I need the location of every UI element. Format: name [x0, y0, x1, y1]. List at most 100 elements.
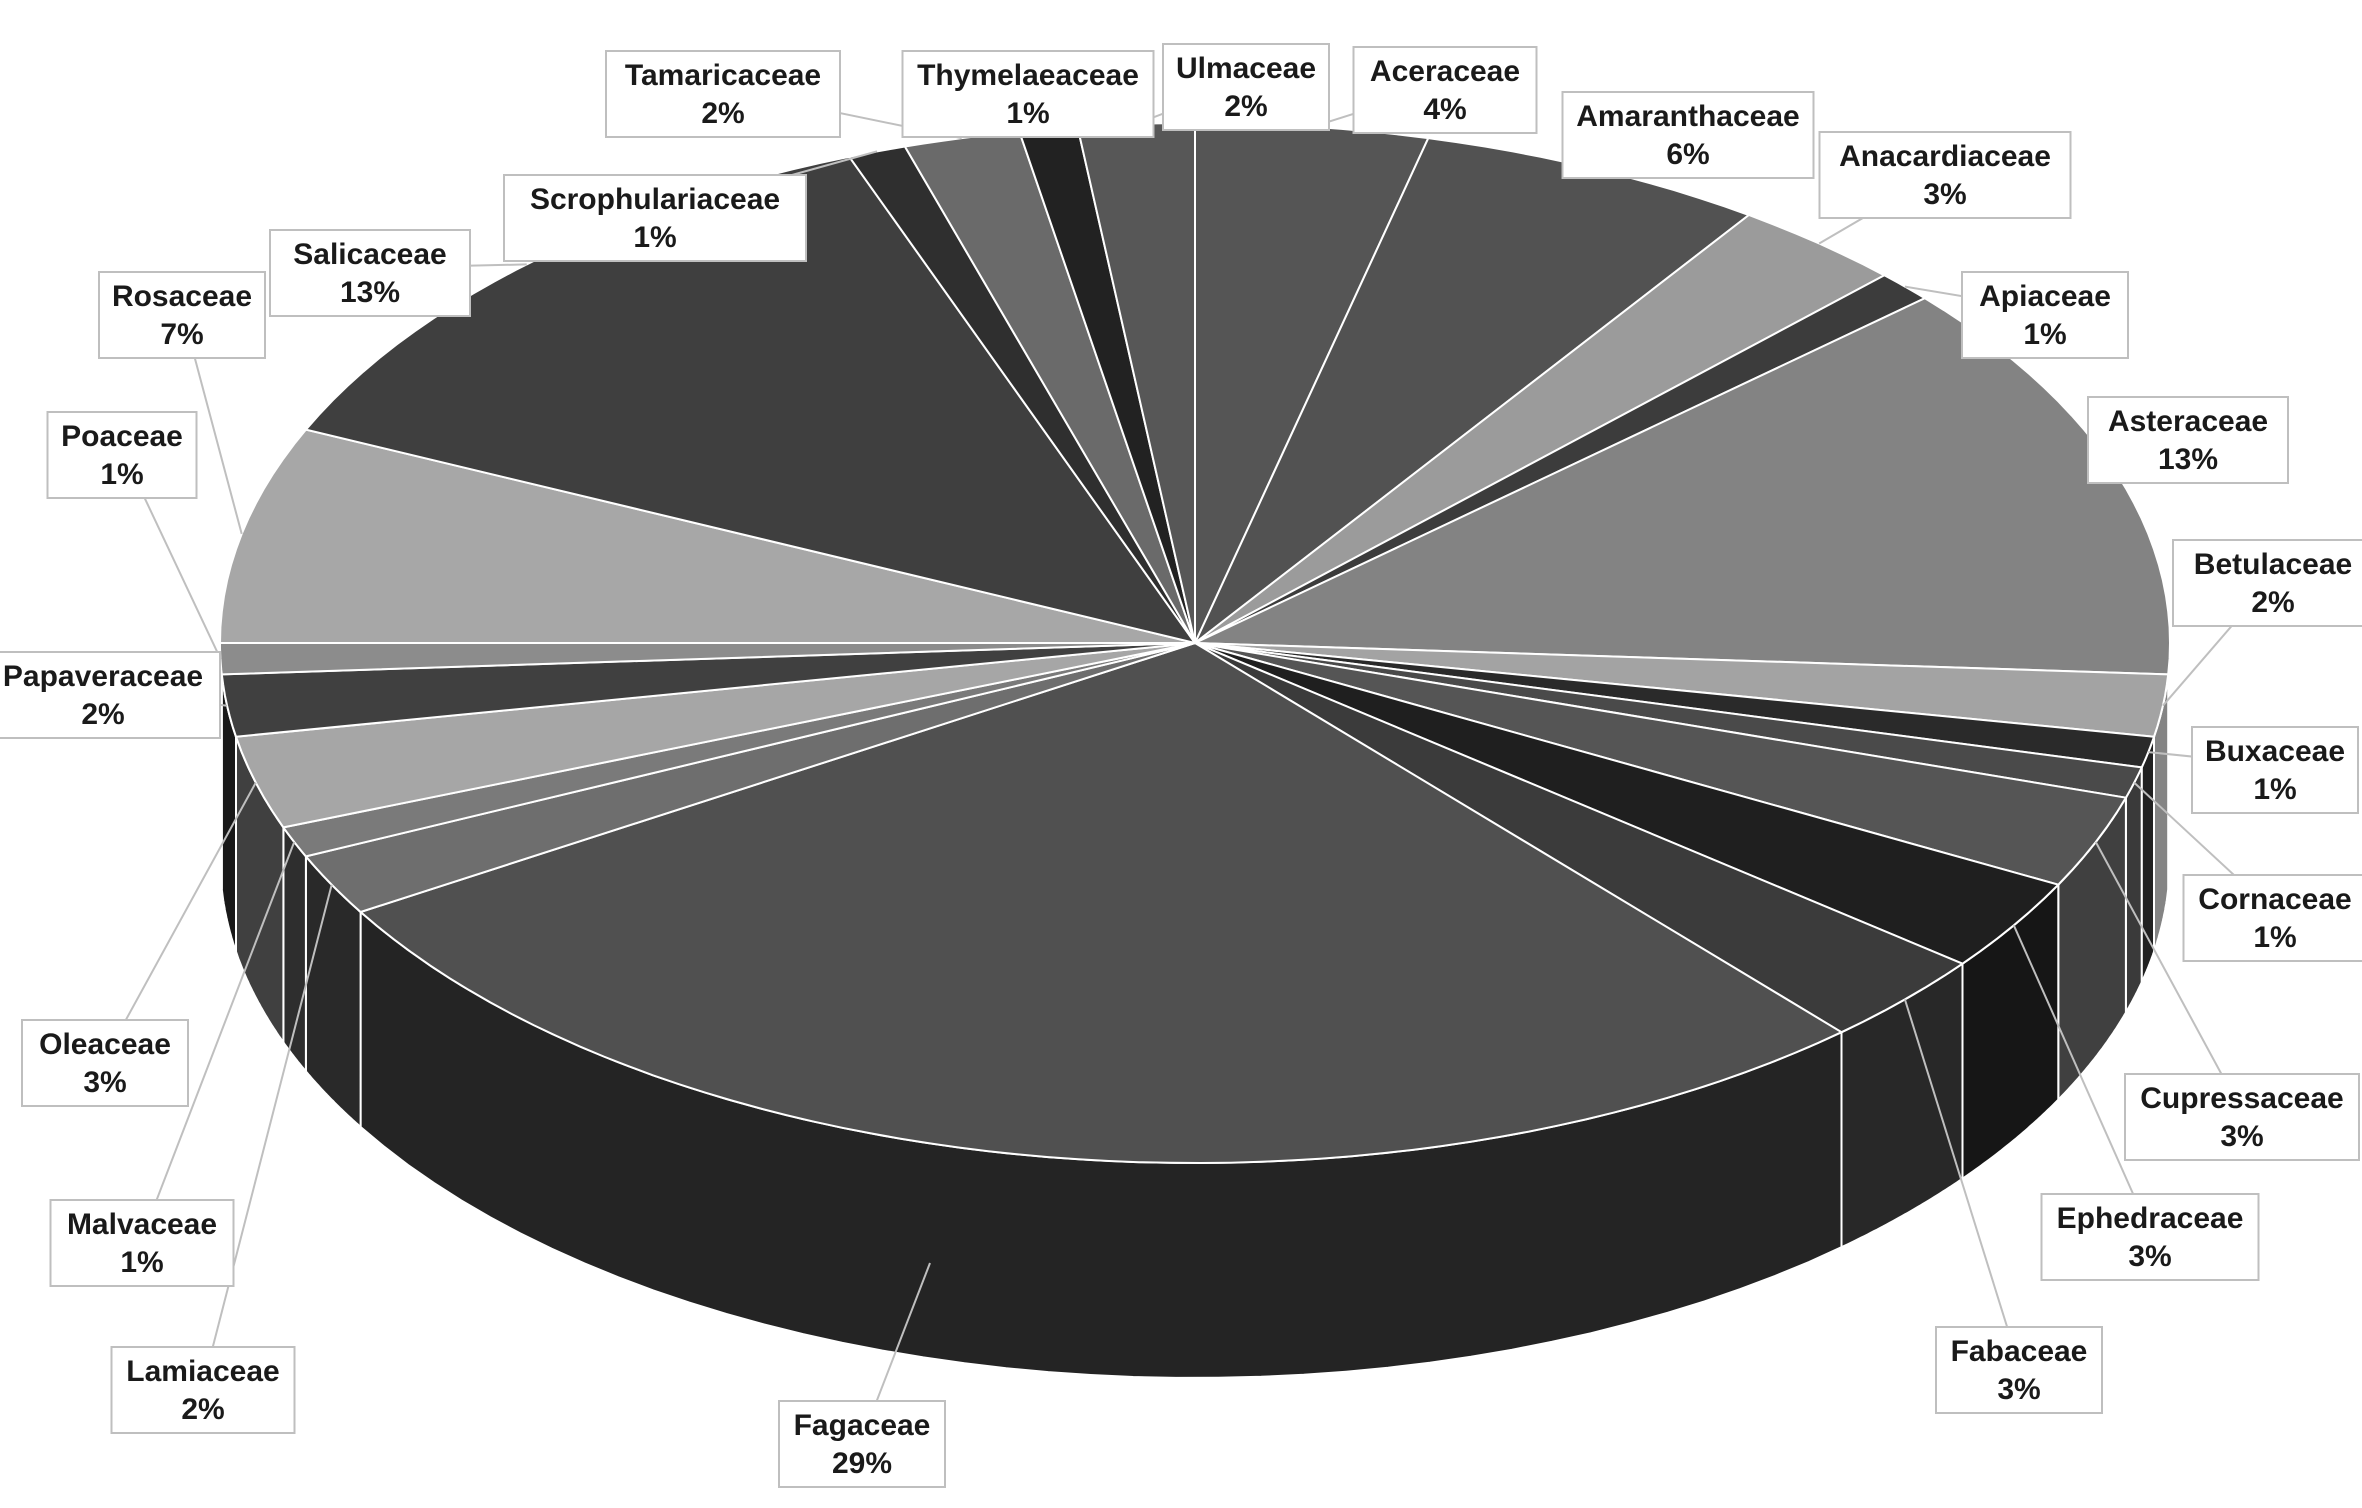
slice-label-fabaceae: Fabaceae 3%: [1935, 1326, 2103, 1414]
pie-slice-fagaceae: [358, 641, 1844, 1165]
slice-label-box: [0, 651, 221, 739]
slice-label-name: Poaceae: [61, 420, 183, 453]
slice-label-percent: 3%: [83, 1066, 126, 1099]
slice-label-percent: 1%: [2253, 773, 2296, 806]
slice-label-percent: 6%: [1666, 138, 1709, 171]
slice-label-percent: 2%: [2251, 586, 2294, 619]
slice-label-box: [2124, 1073, 2360, 1161]
slice-label-name: Betulaceae: [2194, 548, 2352, 581]
slice-label-name: Asteraceae: [2108, 405, 2268, 438]
slice-label-percent: 29%: [832, 1447, 892, 1480]
slice-label-name: Scrophulariaceae: [530, 183, 780, 216]
slice-label-box: [1961, 271, 2129, 359]
slice-label-name: Anacardiaceae: [1839, 140, 2051, 173]
slice-label-name: Aceraceae: [1370, 55, 1520, 88]
slice-label-apiaceae: Apiaceae 1%: [1961, 271, 2129, 359]
slice-label-name: Rosaceae: [112, 280, 252, 313]
slice-label-percent: 13%: [2158, 443, 2218, 476]
slice-label-name: Papaveraceae: [3, 660, 203, 693]
slice-label-box: [46, 411, 198, 499]
slice-label-salicaceae: Salicaceae 13%: [269, 229, 471, 317]
slice-label-name: Malvaceae: [67, 1208, 217, 1241]
slice-label-percent: 2%: [1224, 90, 1267, 123]
slice-label-scrophulariaceae: Scrophulariaceae 1%: [503, 174, 807, 262]
slice-label-box: [1352, 46, 1538, 134]
slice-label-name: Fabaceae: [1951, 1335, 2088, 1368]
slice-label-percent: 2%: [81, 698, 124, 731]
slice-label-box: [2191, 726, 2359, 814]
slice-label-papaveraceae: Papaveraceae 2%: [0, 651, 221, 739]
pie-top-faces: [218, 121, 2172, 1165]
slice-label-box: [503, 174, 807, 262]
slice-label-rosaceae: Rosaceae 7%: [98, 271, 266, 359]
slice-label-betulaceae: Betulaceae 2%: [2172, 539, 2362, 627]
slice-label-percent: 2%: [701, 97, 744, 130]
slice-label-ulmaceae: Ulmaceae 2%: [1162, 43, 1330, 131]
slice-label-buxaceae: Buxaceae 1%: [2191, 726, 2359, 814]
slice-label-poaceae: Poaceae 1%: [46, 411, 198, 499]
leader-line-cupressaceae: [2094, 841, 2243, 1113]
slice-label-percent: 1%: [2253, 921, 2296, 954]
slice-label-name: Salicaceae: [293, 238, 446, 271]
slice-label-name: Buxaceae: [2205, 735, 2345, 768]
slice-label-box: [1935, 1326, 2103, 1414]
slice-label-name: Tamaricaceae: [625, 59, 821, 92]
slice-label-name: Ulmaceae: [1176, 52, 1316, 85]
slice-label-box: [605, 50, 841, 138]
slice-label-anacardiaceae: Anacardiaceae 3%: [1818, 131, 2072, 219]
slice-label-box: [2172, 539, 2362, 627]
slice-label-percent: 3%: [1923, 178, 1966, 211]
slice-label-percent: 1%: [1006, 97, 1049, 130]
slice-label-malvaceae: Malvaceae 1%: [49, 1199, 235, 1287]
slice-label-box: [2040, 1193, 2260, 1281]
slice-label-name: Oleaceae: [39, 1028, 171, 1061]
leader-line-lamiaceae: [202, 884, 333, 1386]
slice-label-name: Amaranthaceae: [1576, 100, 1799, 133]
leader-line-ephedraceae: [2012, 924, 2151, 1233]
slice-label-amaranthaceae: Amaranthaceae 6%: [1561, 91, 1815, 179]
slice-label-name: Thymelaeaceae: [917, 59, 1139, 92]
slice-label-percent: 7%: [160, 318, 203, 351]
slice-label-tamaricaceae: Tamaricaceae 2%: [605, 50, 841, 138]
slice-label-box: [1561, 91, 1815, 179]
slice-label-name: Apiaceae: [1979, 280, 2111, 313]
leader-line-oleaceae: [104, 782, 257, 1059]
slice-label-name: Fagaceae: [794, 1409, 931, 1442]
slice-labels: Aceraceae 4% Amaranthaceae 6% Anacardiaceae 3…: [0, 43, 2362, 1488]
slice-label-name: Cupressaceae: [2140, 1082, 2343, 1115]
slice-label-percent: 3%: [1997, 1373, 2040, 1406]
slice-label-box: [901, 50, 1155, 138]
slice-label-thymelaeaceae: Thymelaeaceae 1%: [901, 50, 1155, 138]
slice-label-asteraceae: Asteraceae 13%: [2087, 396, 2289, 484]
slice-label-box: [2087, 396, 2289, 484]
slice-label-lamiaceae: Lamiaceae 2%: [110, 1346, 296, 1434]
slice-label-percent: 3%: [2220, 1120, 2263, 1153]
leader-line-fabaceae: [1903, 999, 2020, 1366]
slice-label-box: [778, 1400, 946, 1488]
slice-label-name: Ephedraceae: [2057, 1202, 2244, 1235]
slice-label-fagaceae: Fagaceae 29%: [778, 1400, 946, 1488]
slice-label-box: [49, 1199, 235, 1287]
slice-label-box: [110, 1346, 296, 1434]
slice-label-percent: 1%: [633, 221, 676, 254]
leader-line-malvaceae: [141, 841, 296, 1239]
pie-side-cornaceae: [2124, 766, 2143, 1017]
slice-label-box: [2182, 874, 2362, 962]
slice-label-name: Cornaceae: [2198, 883, 2351, 916]
slice-label-oleaceae: Oleaceae 3%: [21, 1019, 189, 1107]
slice-label-percent: 13%: [340, 276, 400, 309]
slice-label-aceraceae: Aceraceae 4%: [1352, 46, 1538, 134]
slice-label-percent: 1%: [120, 1246, 163, 1279]
slice-label-box: [21, 1019, 189, 1107]
slice-label-box: [1818, 131, 2072, 219]
slice-label-percent: 1%: [100, 458, 143, 491]
slice-label-cornaceae: Cornaceae 1%: [2182, 874, 2362, 962]
slice-label-ephedraceae: Ephedraceae 3%: [2040, 1193, 2260, 1281]
slice-label-box: [98, 271, 266, 359]
slice-label-name: Lamiaceae: [126, 1355, 279, 1388]
slice-label-percent: 4%: [1423, 93, 1466, 126]
slice-label-box: [1162, 43, 1330, 131]
slice-label-box: [269, 229, 471, 317]
